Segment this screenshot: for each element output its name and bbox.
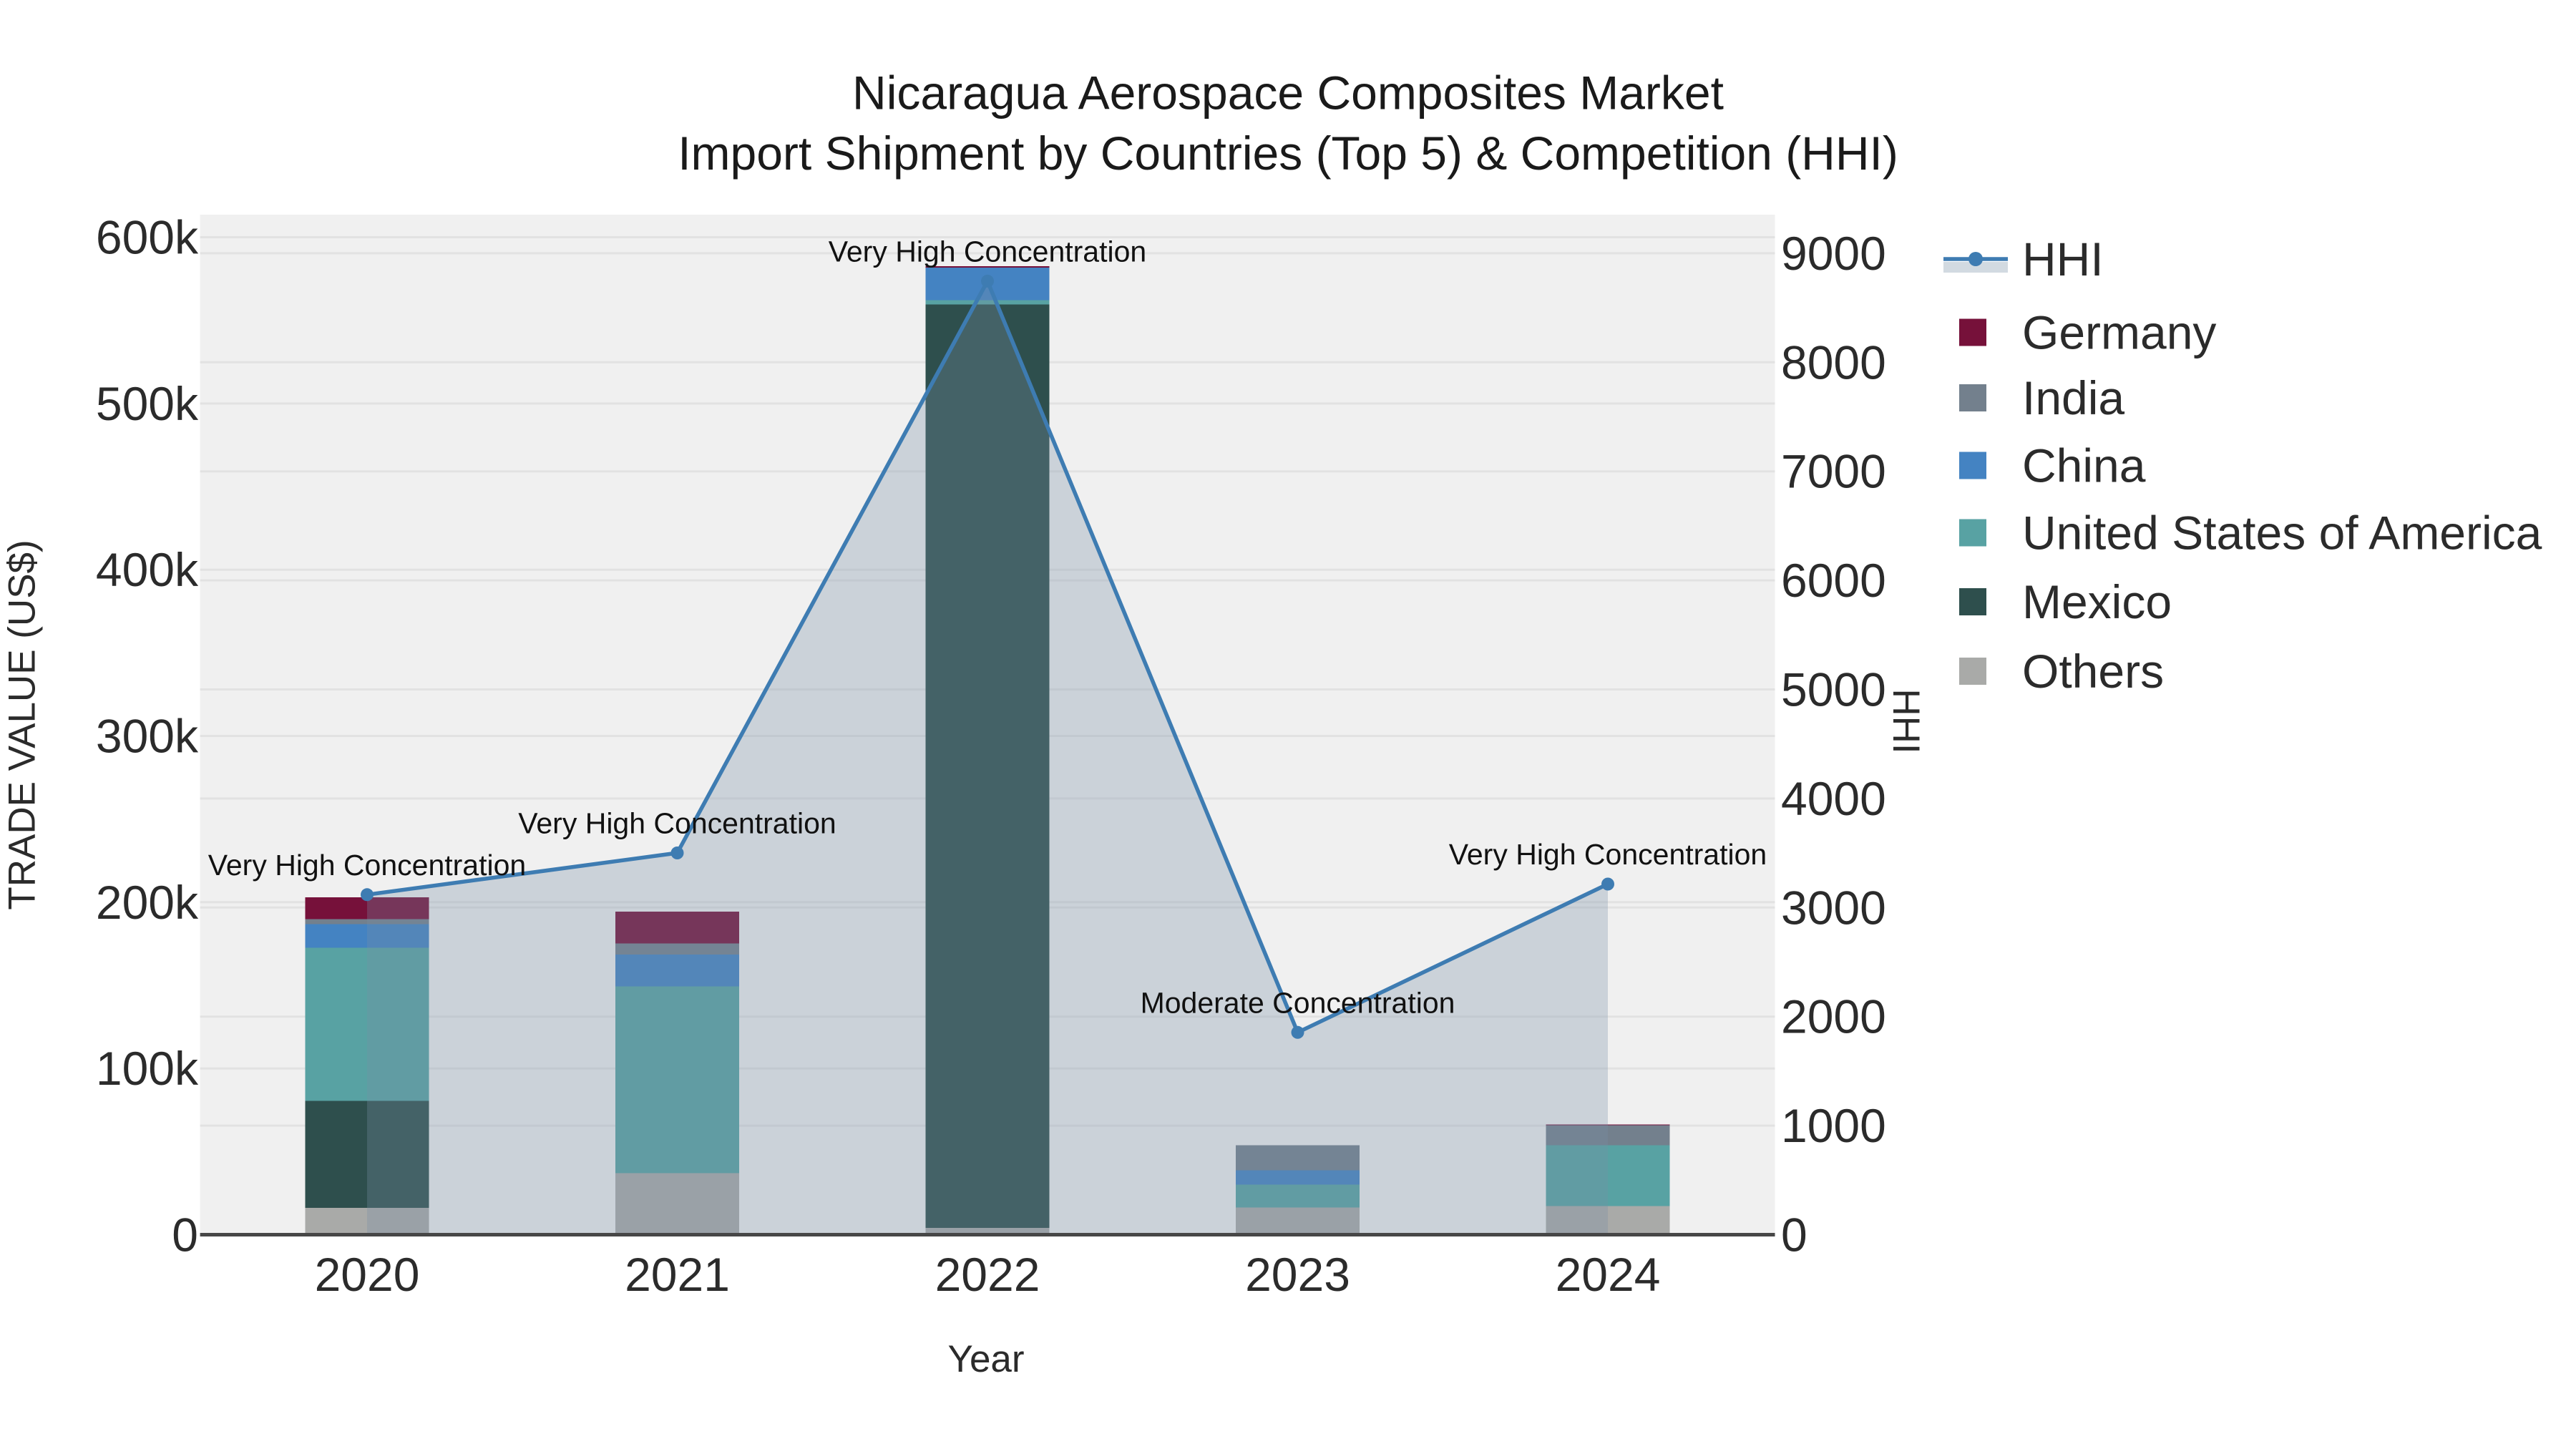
svg-text:2020: 2020: [315, 1248, 420, 1301]
svg-text:400k: 400k: [96, 543, 199, 596]
svg-text:Moderate Concentration: Moderate Concentration: [1141, 986, 1455, 1019]
svg-text:United States of America: United States of America: [2022, 507, 2542, 560]
svg-text:Others: Others: [2022, 645, 2164, 698]
svg-text:3000: 3000: [1781, 881, 1886, 934]
svg-text:China: China: [2022, 439, 2146, 492]
svg-text:Import Shipment by Countries (: Import Shipment by Countries (Top 5) & C…: [678, 127, 1898, 180]
svg-text:HHI: HHI: [2022, 233, 2104, 286]
svg-text:TRADE VALUE (US$): TRADE VALUE (US$): [1, 540, 44, 909]
svg-text:2024: 2024: [1556, 1248, 1661, 1301]
svg-text:Mexico: Mexico: [2022, 575, 2172, 628]
svg-text:HHI: HHI: [1885, 688, 1927, 753]
svg-text:300k: 300k: [96, 710, 199, 763]
svg-text:Year: Year: [947, 1338, 1024, 1380]
svg-text:India: India: [2022, 371, 2124, 424]
svg-text:9000: 9000: [1781, 227, 1886, 280]
svg-text:Very High Concentration: Very High Concentration: [208, 849, 526, 882]
svg-text:Germany: Germany: [2022, 306, 2216, 358]
svg-text:8000: 8000: [1781, 336, 1886, 389]
svg-text:2022: 2022: [935, 1248, 1040, 1301]
svg-text:600k: 600k: [96, 211, 199, 264]
svg-text:Very High Concentration: Very High Concentration: [1449, 838, 1767, 871]
svg-text:100k: 100k: [96, 1042, 199, 1095]
svg-text:Nicaragua Aerospace Composites: Nicaragua Aerospace Composites Market: [852, 66, 1724, 119]
svg-text:Very High Concentration: Very High Concentration: [518, 807, 836, 840]
svg-text:7000: 7000: [1781, 445, 1886, 498]
svg-text:5000: 5000: [1781, 663, 1886, 716]
svg-text:2021: 2021: [625, 1248, 730, 1301]
svg-text:2000: 2000: [1781, 990, 1886, 1043]
svg-text:200k: 200k: [96, 876, 199, 929]
svg-text:0: 0: [172, 1209, 198, 1262]
svg-text:500k: 500k: [96, 377, 199, 430]
svg-text:1000: 1000: [1781, 1099, 1886, 1152]
svg-text:0: 0: [1781, 1209, 1807, 1262]
svg-text:Very High Concentration: Very High Concentration: [829, 235, 1146, 268]
svg-text:2023: 2023: [1245, 1248, 1350, 1301]
svg-text:4000: 4000: [1781, 772, 1886, 825]
svg-text:6000: 6000: [1781, 554, 1886, 607]
